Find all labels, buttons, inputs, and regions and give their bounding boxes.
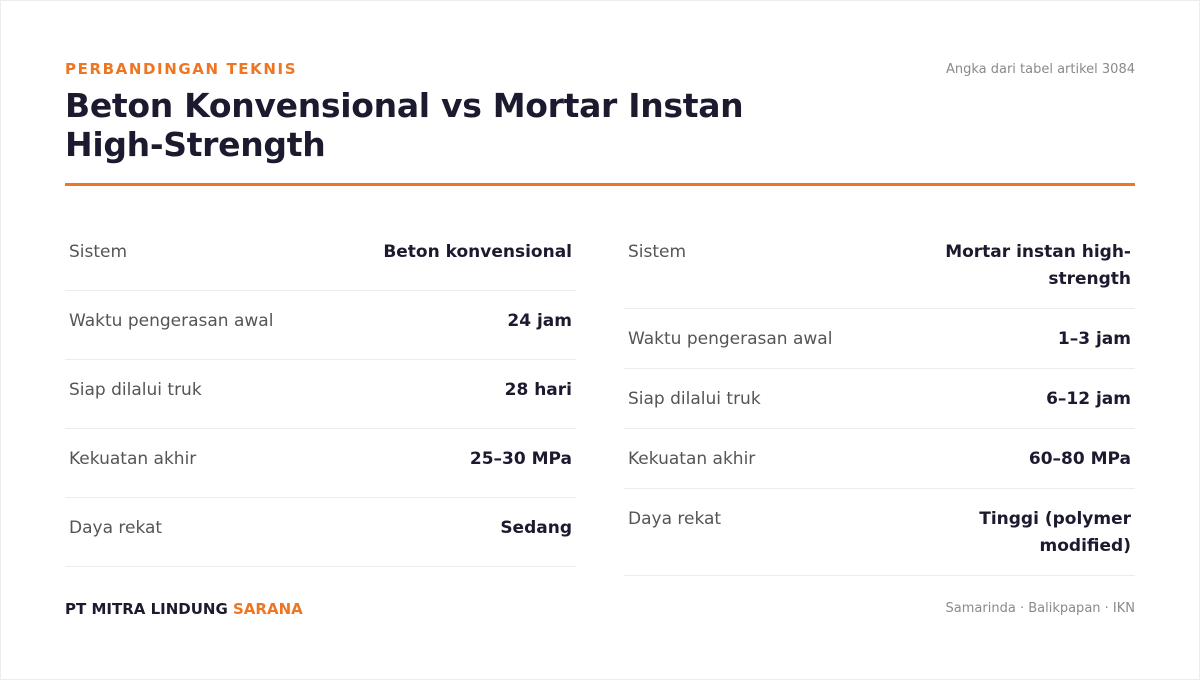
page-title: Beton Konvensional vs Mortar Instan High…	[65, 86, 744, 164]
table-row: Kekuatan akhir 60–80 MPa	[624, 429, 1135, 489]
table-row: Siap dilalui truk 28 hari	[65, 360, 576, 429]
row-value: 25–30 MPa	[469, 449, 572, 469]
row-label: Daya rekat	[69, 518, 163, 538]
company-brand: PT MITRA LINDUNG SARANA	[65, 600, 303, 618]
table-row: Kekuatan akhir 25–30 MPa	[65, 429, 576, 498]
comparison-table-mortar: Sistem Mortar instan high-strength Waktu…	[624, 222, 1135, 576]
table-row: Daya rekat Sedang	[65, 498, 576, 567]
row-value: Mortar instan high-strength	[945, 242, 1131, 289]
brand-name: PT MITRA LINDUNG	[65, 600, 228, 618]
row-label: Daya rekat	[628, 509, 722, 529]
row-value: Tinggi (polymer modified)	[979, 509, 1131, 556]
row-label: Sistem	[69, 242, 128, 262]
row-value: 24 jam	[507, 311, 572, 331]
row-label: Siap dilalui truk	[69, 380, 202, 400]
row-label: Kekuatan akhir	[628, 449, 756, 469]
table-row: Daya rekat Tinggi (polymer modified)	[624, 489, 1135, 576]
table-row: Waktu pengerasan awal 1–3 jam	[624, 309, 1135, 369]
table-row: Sistem Beton konvensional	[65, 222, 576, 291]
table-row: Waktu pengerasan awal 24 jam	[65, 291, 576, 360]
brand-accent: SARANA	[233, 600, 303, 618]
row-value: 28 hari	[504, 380, 572, 400]
locations-list: Samarinda · Balikpapan · IKN	[945, 601, 1135, 616]
row-label: Sistem	[628, 242, 687, 262]
source-note: Angka dari tabel artikel 3084	[945, 62, 1135, 77]
title-divider	[65, 183, 1135, 186]
table-row: Siap dilalui truk 6–12 jam	[624, 369, 1135, 429]
row-value: Beton konvensional	[383, 242, 572, 262]
row-value: 6–12 jam	[1046, 389, 1131, 409]
table-row: Sistem Mortar instan high-strength	[624, 222, 1135, 309]
row-label: Kekuatan akhir	[69, 449, 197, 469]
row-label: Waktu pengerasan awal	[69, 311, 274, 331]
comparison-table-conventional: Sistem Beton konvensional Waktu pengeras…	[65, 222, 576, 567]
row-value: 1–3 jam	[1057, 329, 1131, 349]
row-value: Sedang	[500, 518, 572, 538]
row-label: Waktu pengerasan awal	[628, 329, 833, 349]
row-label: Siap dilalui truk	[628, 389, 761, 409]
row-value: 60–80 MPa	[1028, 449, 1131, 469]
eyebrow-label: PERBANDINGAN TEKNIS	[65, 60, 298, 78]
